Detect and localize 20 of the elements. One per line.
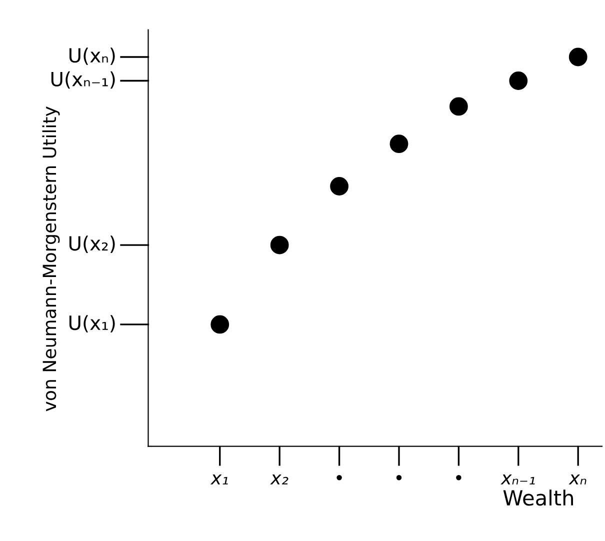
ref-line-label: U(xₙ) xyxy=(69,48,115,65)
point xyxy=(568,48,588,66)
x-tick-label: • xyxy=(336,475,342,480)
x-tick-label: xₙ₋₁ xyxy=(500,474,535,484)
x-tick-label: xₙ xyxy=(568,474,586,484)
x-tick-label: x₁ xyxy=(210,474,228,484)
ref-line-label: U(xₙ₋₁) xyxy=(51,71,115,89)
x-axis-title: Wealth xyxy=(503,490,573,506)
point xyxy=(449,97,468,116)
point xyxy=(270,236,289,254)
x-tick-label: x₂ xyxy=(270,474,288,484)
x-tick-label: • xyxy=(456,475,462,480)
point xyxy=(390,134,408,154)
ref-line-label: U(x₁) xyxy=(69,315,115,332)
point xyxy=(210,315,230,334)
y-axis-title: von Neumann-Morgenstern Utility xyxy=(42,106,60,412)
point xyxy=(330,177,348,196)
point xyxy=(509,72,528,90)
ref-line-label: U(x₂) xyxy=(69,236,115,253)
x-tick-label: • xyxy=(396,475,402,480)
